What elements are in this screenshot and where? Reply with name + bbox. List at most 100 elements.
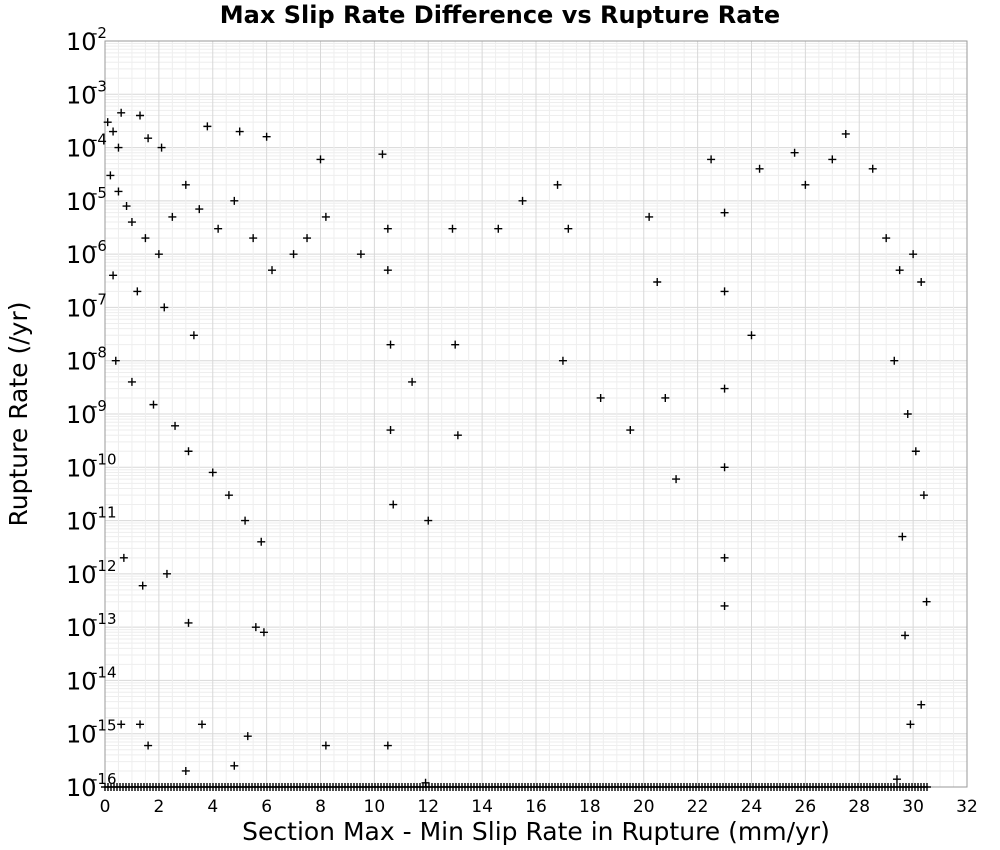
data-point [383, 741, 392, 750]
data-point [262, 132, 271, 141]
data-point [243, 732, 252, 741]
y-tick-exponent: -2 [92, 24, 107, 42]
floor-points [101, 783, 931, 791]
y-tick-base: 10 [66, 241, 97, 269]
data-point [181, 766, 190, 775]
data-point [518, 196, 527, 205]
data-point [316, 155, 325, 164]
data-point [321, 741, 330, 750]
data-point [720, 601, 729, 610]
y-tick-exponent: -11 [92, 504, 117, 522]
data-point [747, 331, 756, 340]
data-point [919, 491, 928, 500]
x-tick-label: 20 [633, 797, 655, 817]
y-axis-label: Rupture Rate (/yr) [4, 302, 33, 527]
data-point [168, 212, 177, 221]
data-point [408, 377, 417, 386]
x-tick-label: 18 [579, 797, 601, 817]
y-tick-exponent: -12 [92, 557, 117, 575]
data-point [109, 127, 118, 136]
data-point [917, 278, 926, 287]
data-point [195, 205, 204, 214]
data-point [661, 393, 670, 402]
data-point [892, 775, 901, 784]
data-point [251, 623, 260, 632]
y-tick-base: 10 [66, 774, 97, 802]
data-point [149, 400, 158, 409]
y-tick-label: 10-2 [66, 24, 107, 56]
data-point [707, 155, 716, 164]
data-point [906, 720, 915, 729]
data-point [208, 468, 217, 477]
data-point [448, 224, 457, 233]
data-point [154, 250, 163, 259]
y-tick-label: 10-11 [66, 504, 117, 536]
data-point [911, 447, 920, 456]
data-point [157, 143, 166, 152]
data-point [289, 250, 298, 259]
data-point [117, 108, 126, 117]
data-point [144, 134, 153, 143]
data-point [653, 278, 662, 287]
x-tick-labels: 0 2 4 6 8 10 12 14 16 18 20 22 24 26 28 30 32 [100, 797, 978, 817]
y-tick-labels: 10-210-310-410-510-610-710-810-910-1010-… [66, 24, 117, 802]
data-point [133, 287, 142, 296]
y-tick-exponent: -10 [92, 450, 117, 468]
x-tick-label: 4 [207, 797, 218, 817]
data-point [103, 118, 112, 127]
data-point [720, 287, 729, 296]
y-tick-exponent: -6 [92, 237, 107, 255]
data-point [922, 597, 931, 606]
data-point [141, 234, 150, 243]
data-point [111, 356, 120, 365]
y-tick-base: 10 [66, 81, 97, 109]
y-tick-exponent: -15 [92, 717, 117, 735]
data-point [197, 720, 206, 729]
x-tick-label: 8 [315, 797, 326, 817]
data-point [136, 720, 145, 729]
data-point [127, 377, 136, 386]
data-point [672, 475, 681, 484]
data-point [386, 340, 395, 349]
data-point [268, 266, 277, 275]
data-point [321, 212, 330, 221]
data-point [494, 224, 503, 233]
data-point [259, 628, 268, 637]
data-point [230, 196, 239, 205]
data-point [257, 537, 266, 546]
data-point [203, 122, 212, 131]
data-point [828, 155, 837, 164]
data-point [160, 303, 169, 312]
data-point [890, 356, 899, 365]
data-point [117, 720, 126, 729]
data-point [903, 410, 912, 418]
x-tick-label: 24 [741, 797, 763, 817]
data-point [241, 516, 250, 525]
data-point [720, 384, 729, 393]
data-points [103, 108, 931, 787]
y-tick-label: 10-8 [66, 344, 107, 376]
x-tick-label: 26 [795, 797, 817, 817]
data-point [109, 271, 118, 280]
y-tick-base: 10 [66, 721, 97, 749]
x-tick-label: 12 [417, 797, 439, 817]
x-tick-label: 14 [471, 797, 493, 817]
x-tick-label: 22 [687, 797, 709, 817]
data-point [389, 500, 398, 509]
y-tick-base: 10 [66, 667, 97, 695]
data-point [127, 218, 136, 227]
data-point [755, 164, 764, 173]
data-point [189, 331, 198, 340]
y-tick-base: 10 [66, 188, 97, 216]
data-point [882, 234, 891, 243]
data-point [122, 202, 131, 211]
y-tick-label: 10-12 [66, 557, 117, 589]
y-tick-label: 10-9 [66, 397, 107, 429]
data-point [303, 234, 312, 243]
data-point [378, 150, 387, 159]
data-point [383, 224, 392, 233]
y-tick-exponent: -13 [92, 610, 117, 628]
chart-title: Max Slip Rate Difference vs Rupture Rate [220, 1, 780, 29]
data-point [230, 761, 239, 770]
